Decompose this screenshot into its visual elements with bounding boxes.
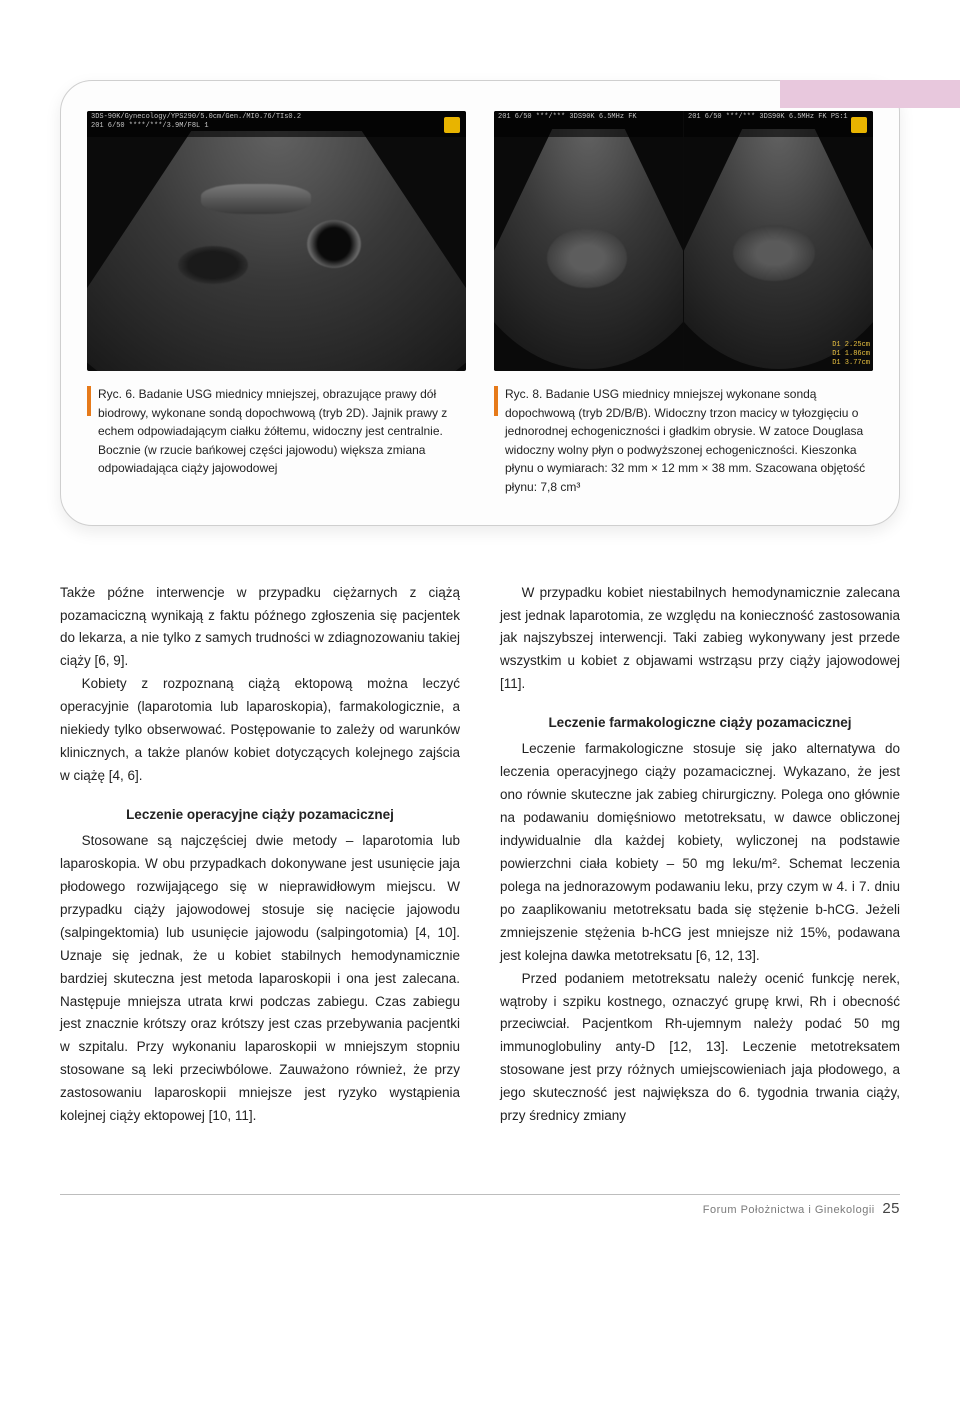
figure-right: 201 6/50 ***/*** 3DS90K 6.5MHz FK 201 6/… <box>494 111 873 497</box>
paragraph: Także późne interwencje w przypadku cięż… <box>60 582 460 674</box>
ultrasound-fan <box>87 131 466 371</box>
body-column-right: W przypadku kobiet niestabilnych hemodyn… <box>500 582 900 1129</box>
paragraph: Stosowane są najczęściej dwie metody – l… <box>60 830 460 1128</box>
paragraph: Przed podaniem metotreksatu należy oceni… <box>500 968 900 1129</box>
figure-left: 3DS-90K/Gynecology/YPS290/5.0cm/Gen./MI0… <box>87 111 466 497</box>
us-blob <box>307 220 361 268</box>
figure-caption-left: Ryc. 6. Badanie USG miednicy mniejszej, … <box>87 385 466 478</box>
caption-text-left: Ryc. 6. Badanie USG miednicy mniejszej, … <box>98 385 463 478</box>
section-heading: Leczenie farmakologiczne ciąży pozamacic… <box>500 712 900 735</box>
us-blob <box>547 228 627 288</box>
figures-row: 3DS-90K/Gynecology/YPS290/5.0cm/Gen./MI0… <box>87 111 873 497</box>
ultrasound-image-right: 201 6/50 ***/*** 3DS90K 6.5MHz FK 201 6/… <box>494 111 873 371</box>
ultrasound-pane-b: 201 6/50 ***/*** 3DS90K 6.5MHz FK PS:1 D… <box>684 111 873 371</box>
body-column-left: Także późne interwencje w przypadku cięż… <box>60 582 460 1129</box>
page-number: 25 <box>882 1200 900 1217</box>
journal-name: Forum Położnictwa i Ginekologii <box>703 1204 875 1216</box>
paragraph: Kobiety z rozpoznaną ciążą ektopową możn… <box>60 673 460 788</box>
ultrasound-marker-icon <box>851 117 867 133</box>
paragraph: W przypadku kobiet niestabilnych hemodyn… <box>500 582 900 697</box>
top-accent-band <box>780 80 960 108</box>
footer-rule <box>60 1194 900 1195</box>
us-blob <box>178 246 248 284</box>
body-columns: Także późne interwencje w przypadku cięż… <box>60 582 900 1129</box>
ultrasound-header-left: 3DS-90K/Gynecology/YPS290/5.0cm/Gen./MI0… <box>87 111 466 137</box>
paragraph: Leczenie farmakologiczne stosuje się jak… <box>500 738 900 967</box>
caption-accent-bar <box>87 386 91 416</box>
figure-caption-right: Ryc. 8. Badanie USG miednicy mniejszej w… <box>494 385 873 497</box>
caption-text-right: Ryc. 8. Badanie USG miednicy mniejszej w… <box>505 385 870 497</box>
page-footer: Forum Położnictwa i Ginekologii 25 <box>0 1188 960 1222</box>
ultrasound-header-right-b: 201 6/50 ***/*** 3DS90K 6.5MHz FK PS:1 <box>684 111 873 137</box>
footer-text: Forum Położnictwa i Ginekologii 25 <box>703 1200 900 1217</box>
ultrasound-pane-a: 201 6/50 ***/*** 3DS90K 6.5MHz FK <box>494 111 683 371</box>
ultrasound-image-left: 3DS-90K/Gynecology/YPS290/5.0cm/Gen./MI0… <box>87 111 466 371</box>
caption-accent-bar <box>494 386 498 416</box>
figures-panel: 3DS-90K/Gynecology/YPS290/5.0cm/Gen./MI0… <box>60 80 900 526</box>
ultrasound-header-right-a: 201 6/50 ***/*** 3DS90K 6.5MHz FK <box>494 111 683 137</box>
ultrasound-marker-icon <box>444 117 460 133</box>
ultrasound-readout: D1 2.25cm D1 1.86cm D1 3.77cm <box>832 341 870 368</box>
section-heading: Leczenie operacyjne ciąży pozamacicznej <box>60 804 460 827</box>
us-blob <box>201 184 311 214</box>
